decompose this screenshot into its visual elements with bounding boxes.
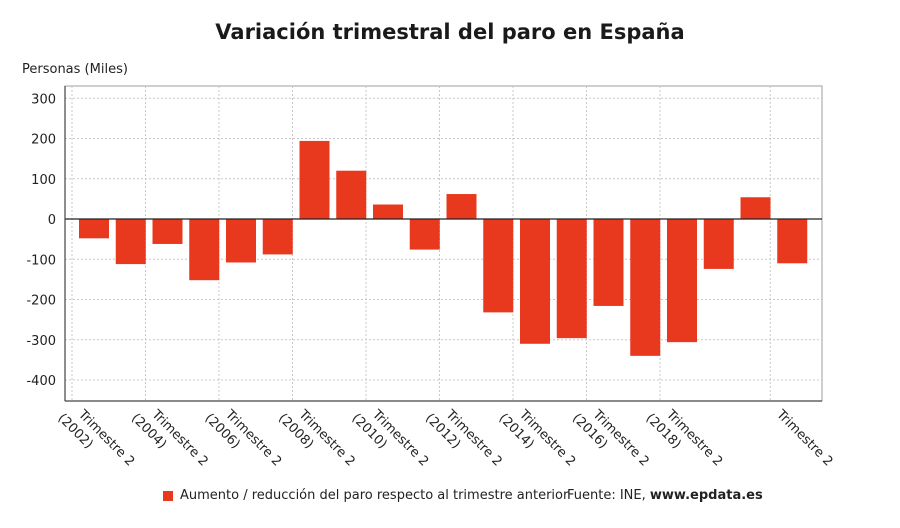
legend-swatch [163, 490, 173, 501]
bar [520, 219, 550, 344]
x-tick-label: Trimestre 2(2004) [128, 407, 211, 470]
y-tick-label: 0 [48, 213, 56, 228]
y-tick-label: 200 [31, 133, 56, 148]
bar [630, 219, 661, 356]
y-tick-label: 300 [31, 92, 56, 107]
y-tick-label: -300 [26, 334, 56, 349]
bar [299, 140, 330, 219]
bar [740, 197, 771, 219]
bar [262, 219, 293, 255]
bar [373, 204, 403, 219]
bar [667, 219, 697, 343]
bar [446, 194, 477, 219]
y-tick-label: -400 [26, 374, 56, 389]
bar [409, 219, 440, 250]
bar [79, 219, 109, 239]
legend-label: Aumento / reducción del paro respecto al… [180, 488, 569, 503]
x-tick-label-line1: Trimestre 2 [773, 407, 836, 470]
legend: Aumento / reducción del paro respecto al… [163, 488, 568, 503]
y-tick-label: -100 [26, 253, 56, 268]
bar [226, 219, 256, 263]
x-tick-label: Trimestre 2(2012) [422, 407, 505, 470]
bar [152, 219, 183, 244]
y-tick-label: -200 [26, 294, 56, 309]
source-prefix: Fuente: INE, [567, 488, 650, 503]
x-tick-label: Trimestre 2(2002) [55, 407, 138, 470]
x-tick-label: Trimestre 2(2014) [496, 407, 579, 470]
bar [483, 219, 514, 313]
x-tick-label: Trimestre 2(2016) [569, 407, 652, 470]
bar [336, 170, 367, 219]
x-tick-label: Trimestre 2(2008) [275, 407, 358, 470]
bar [777, 219, 808, 264]
bar [556, 219, 587, 339]
bar [115, 219, 146, 265]
y-tick-label: 100 [31, 173, 56, 188]
source-note: Fuente: INE, www.epdata.es [567, 488, 763, 503]
y-axis-label: Personas (Miles) [22, 62, 128, 77]
x-tick-label: Trimestre 2(2018) [643, 407, 726, 470]
source-site: www.epdata.es [649, 488, 763, 503]
bar [189, 219, 220, 281]
chart-title: Variación trimestral del paro en España [215, 20, 685, 44]
x-tick-label: Trimestre 2(2006) [202, 407, 285, 470]
x-tick-label: Trimestre 2(2010) [349, 407, 432, 470]
x-tick-label: Trimestre 2 [773, 407, 836, 470]
bar [593, 219, 624, 306]
bar [703, 219, 734, 269]
